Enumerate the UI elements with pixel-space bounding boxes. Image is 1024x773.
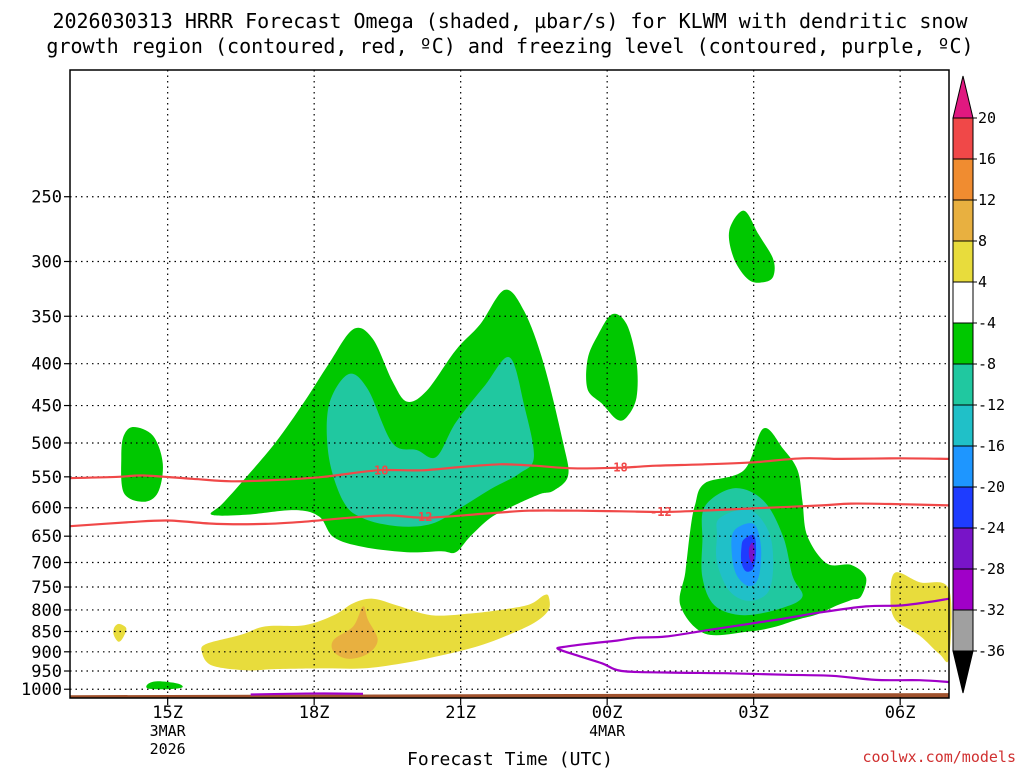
x-tick-label: 15Z: [152, 703, 183, 723]
colorbar-label: -20: [978, 478, 1005, 496]
x-tick-sublabel: 2026: [150, 740, 186, 758]
colorbar-label: 4: [978, 273, 987, 291]
y-tick-label: 700: [31, 554, 62, 574]
x-tick-label: 21Z: [445, 703, 476, 723]
colorbar-label: 8: [978, 232, 987, 250]
y-tick-label: 500: [31, 434, 62, 454]
colorbar-segment: [952, 404, 974, 447]
y-tick-label: 750: [31, 578, 62, 598]
chart-title-line-2: growth region (contoured, red, ºC) and f…: [46, 34, 973, 58]
colorbar-label: -8: [978, 355, 996, 373]
omega-region: [890, 572, 952, 663]
grid-layer: [70, 70, 949, 698]
colorbar-label: -16: [978, 437, 1005, 455]
contour-label: -18: [367, 463, 389, 477]
colorbar-label: -4: [978, 314, 996, 332]
colorbar-top-arrow: [952, 75, 974, 119]
y-tick-label: 250: [31, 188, 62, 208]
y-tick-label: 450: [31, 397, 62, 417]
colorbar-segment: [952, 199, 974, 242]
colorbar-segment: [952, 363, 974, 406]
omega-region: [728, 210, 775, 283]
omega-region: [748, 542, 755, 563]
colorbar-label: -36: [978, 642, 1005, 660]
x-tick-sublabel: 3MAR: [150, 722, 187, 740]
y-tick-label: 300: [31, 252, 62, 272]
colorbar-segment: [952, 527, 974, 570]
contour-label: -12: [650, 505, 672, 519]
plot-frame: [69, 69, 950, 699]
y-tick-label: 950: [31, 662, 62, 682]
y-tick-label: 400: [31, 355, 62, 375]
colorbar-segment: [952, 281, 974, 324]
colorbar: 20 16 12 8 4 -4 -8 -12 -16 -20 -24 -28 -32 -36: [952, 75, 1005, 694]
dendritic-contour: [69, 457, 950, 483]
y-tick-label: 800: [31, 601, 62, 621]
contour-label: -18: [606, 461, 628, 475]
y-tick-label: 850: [31, 622, 62, 642]
colorbar-label: -24: [978, 519, 1005, 537]
colorbar-segment: [952, 240, 974, 283]
y-axis: 2503003504004505005506006507007508008509…: [21, 188, 70, 700]
x-tick-sublabel: 4MAR: [589, 722, 626, 740]
y-tick-label: 350: [31, 307, 62, 327]
omega-region: [201, 594, 550, 671]
x-tick-label: 00Z: [592, 703, 623, 723]
colorbar-label: 20: [978, 109, 996, 127]
y-tick-label: 650: [31, 527, 62, 547]
omega-region: [146, 681, 183, 690]
freezing-level-contour: [556, 597, 950, 684]
freezing-level-contour: [250, 692, 364, 696]
colorbar-segment: [952, 445, 974, 488]
x-axis-label: Forecast Time (UTC): [407, 749, 613, 768]
colorbar-segment: [952, 322, 974, 365]
omega-region: [331, 606, 378, 659]
chart-title-line-1: 2026030313 HRRR Forecast Omega (shaded, …: [52, 9, 968, 33]
colorbar-label: -32: [978, 601, 1005, 619]
colorbar-segment: [952, 486, 974, 529]
y-tick-label: 900: [31, 643, 62, 663]
colorbar-segment: [952, 117, 974, 160]
colorbar-label: -28: [978, 560, 1005, 578]
contour-layer: -18 -18 -12 -12: [69, 457, 950, 696]
terrain-fill: [70, 693, 949, 698]
omega-region: [113, 623, 127, 642]
omega-region: [326, 357, 534, 527]
x-tick-label: 18Z: [299, 703, 330, 723]
omega-region: [121, 427, 163, 502]
colorbar-segment: [952, 158, 974, 201]
x-tick-label: 06Z: [885, 703, 916, 723]
terrain-layer: [70, 693, 949, 698]
contour-label: -12: [411, 510, 433, 524]
colorbar-label: 16: [978, 150, 996, 168]
x-tick-label: 03Z: [738, 703, 769, 723]
omega-region: [586, 313, 638, 421]
colorbar-label: -12: [978, 396, 1005, 414]
omega-shading-layer: [113, 210, 952, 690]
y-tick-label: 1000: [21, 680, 62, 700]
colorbar-segment: [952, 568, 974, 611]
colorbar-segment: [952, 609, 974, 652]
credit-text: coolwx.com/models: [862, 748, 1016, 766]
colorbar-label: 12: [978, 191, 996, 209]
y-tick-label: 600: [31, 499, 62, 519]
colorbar-bottom-arrow: [952, 650, 974, 694]
y-tick-label: 550: [31, 468, 62, 488]
dendritic-contour: [69, 502, 950, 528]
